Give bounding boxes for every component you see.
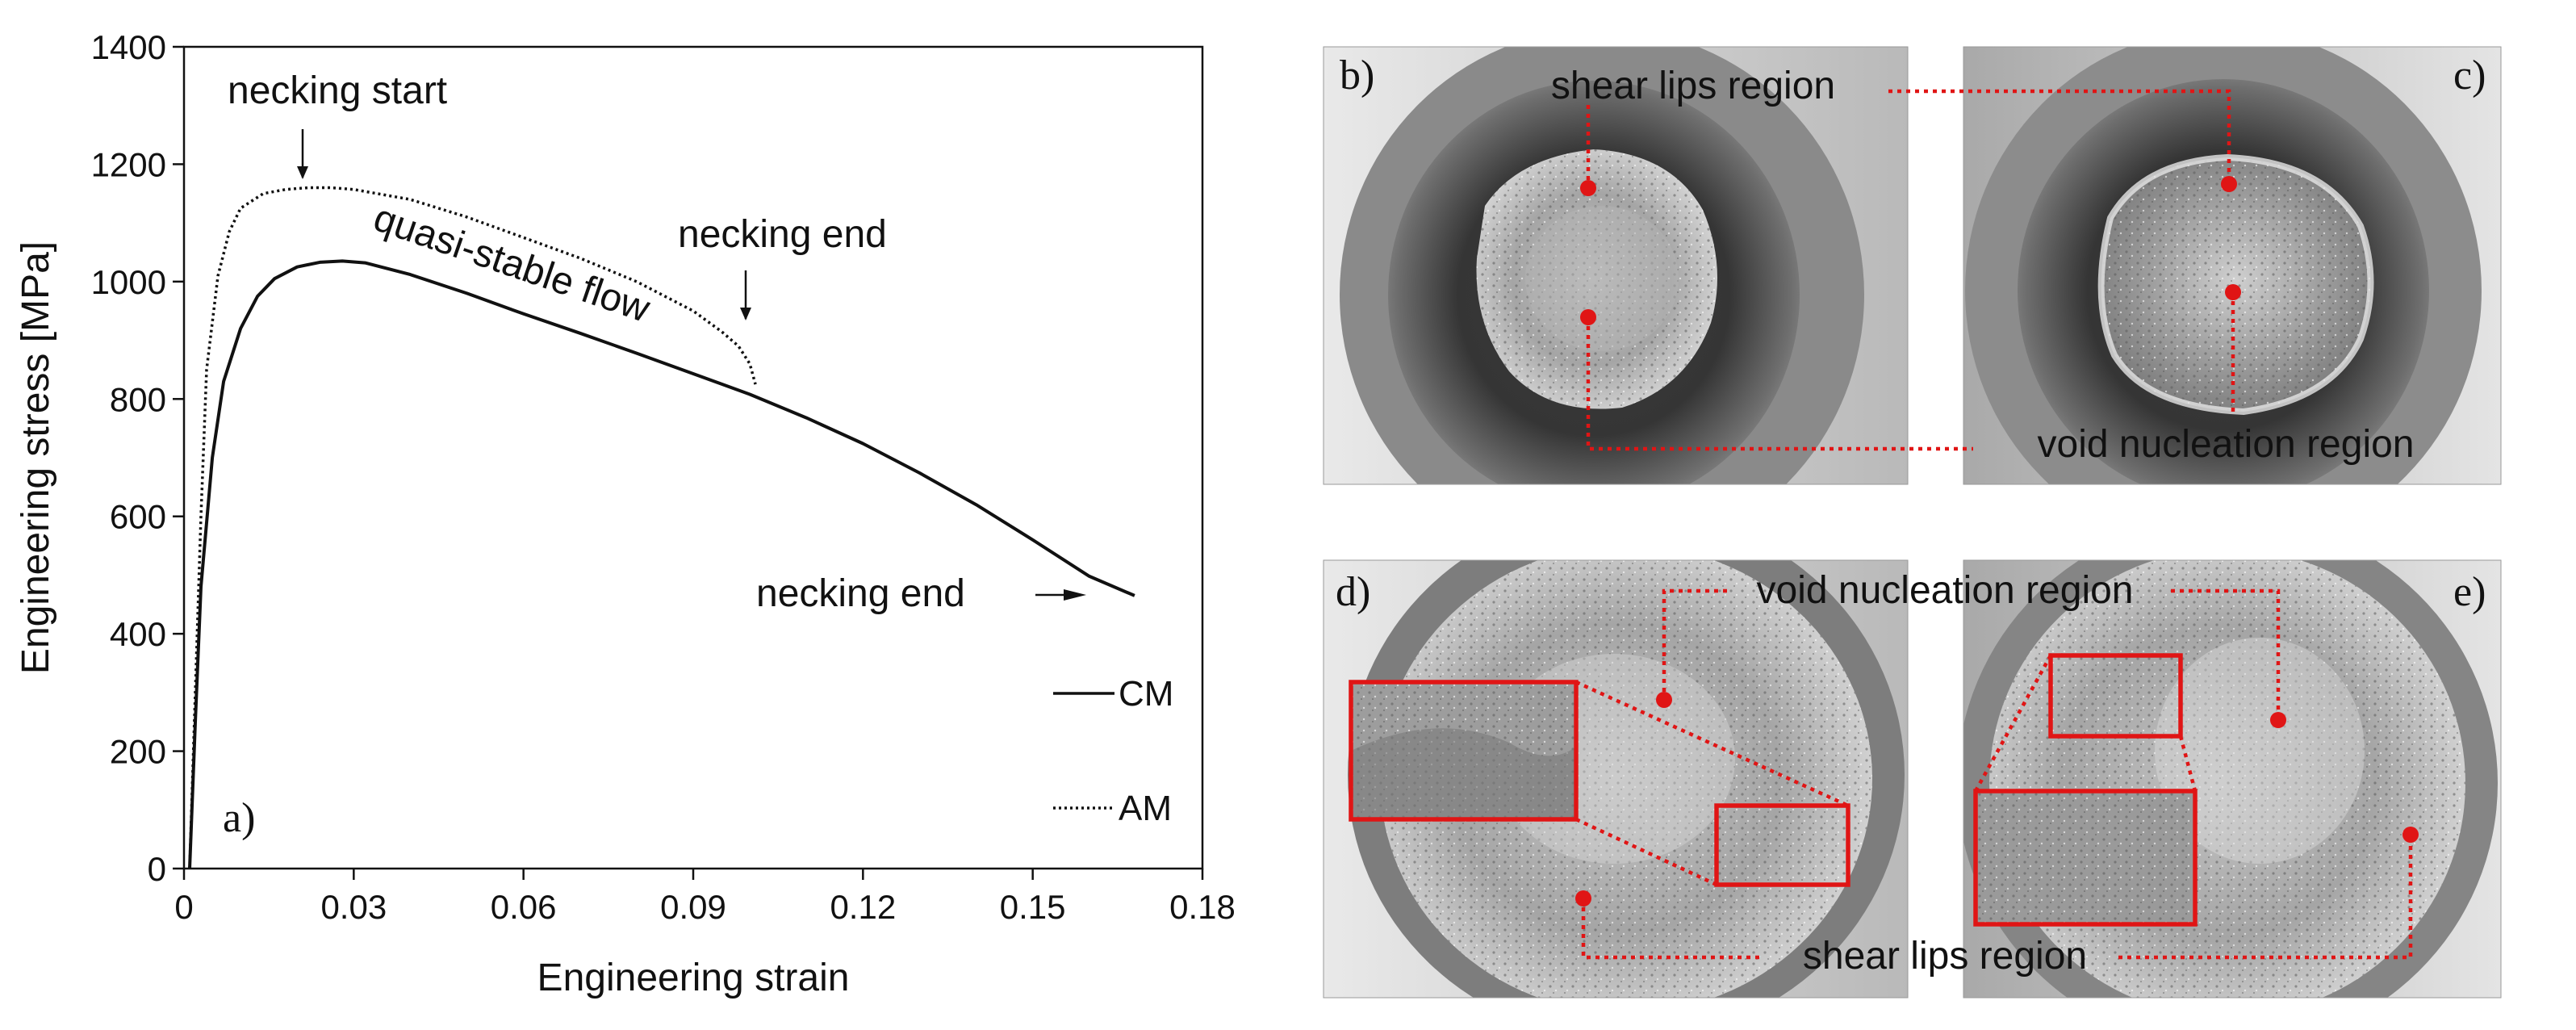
label-top-void: void nucleation region — [2038, 423, 2415, 466]
y-tick-label: 600 — [110, 498, 166, 536]
plot-frame — [182, 45, 1204, 870]
y-tick-label: 1200 — [91, 145, 166, 183]
y-tick-label: 200 — [110, 733, 166, 771]
annotation-necking-start: necking start — [228, 69, 447, 112]
arrowhead-necking-end-am — [740, 308, 751, 320]
x-tick-label: 0.09 — [660, 888, 726, 926]
photo-d — [1324, 560, 1908, 998]
dot-e-shear — [2402, 827, 2419, 843]
legend: CM AM — [1053, 674, 1173, 828]
arrowhead-necking-start — [297, 166, 308, 179]
inset-d — [1349, 680, 1850, 887]
annotation-necking-end-am: necking end — [678, 213, 887, 256]
x-tick-label: 0 — [174, 888, 193, 926]
arrowhead-necking-end-cm — [1064, 589, 1086, 601]
dot-c-shear — [2221, 176, 2237, 192]
label-bottom-void: void nucleation region — [1757, 569, 2134, 612]
series-group — [188, 186, 1135, 869]
y-tick-label: 400 — [110, 615, 166, 653]
y-tick-label: 800 — [110, 380, 166, 418]
series-line-cm — [188, 259, 1135, 869]
inset-e — [1973, 653, 2198, 927]
y-axis-label: Engineering stress [MPa] — [15, 241, 57, 674]
dot-b-shear — [1580, 180, 1596, 196]
panel-label-a: a) — [223, 795, 255, 841]
y-tick-label: 1000 — [91, 263, 166, 301]
panel-label-e: e) — [2453, 569, 2486, 615]
bottom-annotations: void nucleation region shear lips region — [1575, 569, 2419, 978]
x-tick-label: 0.06 — [491, 888, 557, 926]
x-tick-label: 0.15 — [1000, 888, 1066, 926]
panel-label-b: b) — [1340, 52, 1374, 98]
y-tick-label: 1400 — [91, 28, 166, 66]
x-axis-label: Engineering strain — [537, 957, 850, 999]
y-axis-ticks: 0 200 400 600 800 1000 1200 1400 — [91, 28, 184, 888]
x-tick-label: 0.03 — [320, 888, 387, 926]
photo-b — [1324, 47, 1908, 484]
x-tick-label: 0.18 — [1169, 888, 1236, 926]
dot-e-void — [2270, 712, 2286, 728]
legend-label-am: AM — [1119, 789, 1172, 828]
legend-label-cm: CM — [1119, 674, 1173, 714]
series-line-am — [188, 186, 757, 869]
label-bottom-shear-lips: shear lips region — [1803, 935, 2087, 978]
x-tick-label: 0.12 — [830, 888, 896, 926]
y-tick-label: 0 — [148, 850, 166, 888]
panel-label-d: d) — [1336, 569, 1370, 615]
x-axis-ticks: 0 0.03 0.06 0.09 0.12 0.15 0.18 — [174, 869, 1236, 926]
label-top-shear-lips: shear lips region — [1551, 65, 1835, 107]
panel-label-c: c) — [2453, 52, 2486, 98]
top-annotations: shear lips region void nucleation region — [1551, 65, 2415, 466]
dot-d-void — [1656, 692, 1672, 708]
annotation-necking-end-cm: necking end — [756, 572, 965, 615]
